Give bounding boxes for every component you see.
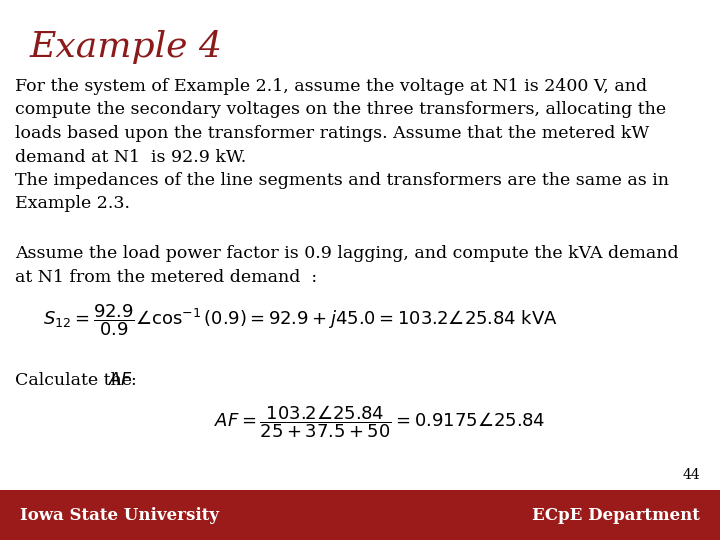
Text: $\mathit{AF}$:: $\mathit{AF}$:: [108, 372, 137, 389]
Text: Iowa State University: Iowa State University: [20, 507, 219, 523]
Text: Example 4: Example 4: [30, 30, 223, 64]
Bar: [0, 490, 720, 540]
Text: $S_{12} = \dfrac{92.9}{0.9}\angle\cos^{-1}(0.9) = 92.9 + j45.0 = 103.2\angle 25.: $S_{12} = \dfrac{92.9}{0.9}\angle\cos^{-…: [42, 302, 557, 338]
Text: $AF = \dfrac{103.2\angle 25.84}{25 + 37.5 + 50} = 0.9175\angle 25.84$: $AF = \dfrac{103.2\angle 25.84}{25 + 37.…: [215, 404, 546, 440]
Text: For the system of Example 2.1, assume the voltage at N1 is 2400 V, and
compute t: For the system of Example 2.1, assume th…: [15, 78, 669, 213]
Text: Assume the load power factor is 0.9 lagging, and compute the kVA demand
at N1 fr: Assume the load power factor is 0.9 lagg…: [15, 245, 679, 286]
Text: ECpE Department: ECpE Department: [532, 507, 700, 523]
Text: Calculate the: Calculate the: [15, 372, 138, 389]
Text: 44: 44: [683, 468, 700, 482]
